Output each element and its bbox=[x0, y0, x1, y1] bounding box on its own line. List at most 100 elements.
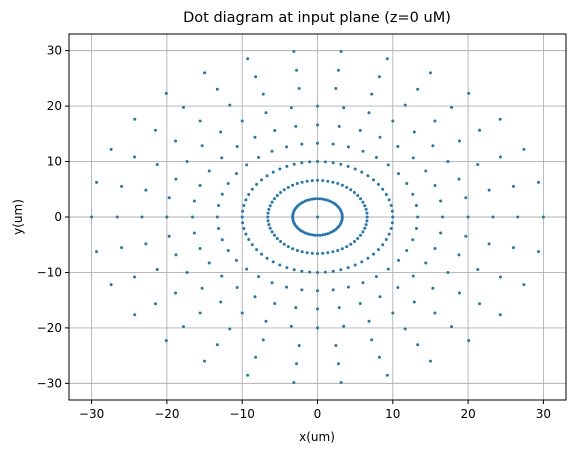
data-point bbox=[191, 215, 194, 219]
data-point bbox=[257, 155, 261, 159]
data-point bbox=[217, 203, 221, 207]
data-point bbox=[300, 142, 304, 146]
data-point bbox=[174, 291, 178, 295]
data-point bbox=[464, 196, 468, 200]
data-point bbox=[200, 144, 204, 148]
data-point bbox=[387, 232, 391, 236]
data-point bbox=[498, 155, 502, 159]
data-point bbox=[353, 263, 357, 267]
data-point bbox=[387, 198, 391, 202]
x-axis: −30 −20 −10 0 10 20 30 bbox=[79, 400, 551, 421]
y-tick-label: −20 bbox=[37, 321, 62, 335]
data-point bbox=[198, 184, 202, 188]
data-point bbox=[403, 327, 407, 331]
data-points bbox=[90, 50, 545, 384]
data-point bbox=[389, 227, 393, 231]
data-point bbox=[349, 242, 353, 246]
data-point bbox=[433, 246, 437, 250]
data-point bbox=[220, 274, 224, 278]
data-point bbox=[353, 167, 357, 171]
data-point bbox=[303, 231, 307, 235]
data-point bbox=[476, 268, 480, 272]
data-point bbox=[466, 215, 470, 219]
data-point bbox=[144, 188, 148, 192]
data-point bbox=[364, 223, 368, 227]
data-point bbox=[294, 124, 298, 128]
data-point bbox=[352, 239, 356, 243]
data-point bbox=[245, 163, 249, 167]
data-point bbox=[228, 103, 232, 107]
x-tick-label: −20 bbox=[154, 407, 179, 421]
data-point bbox=[366, 174, 370, 178]
data-point bbox=[109, 283, 113, 287]
data-point bbox=[331, 288, 335, 292]
data-point bbox=[295, 248, 299, 252]
data-point bbox=[457, 139, 461, 143]
data-point bbox=[115, 215, 119, 219]
data-point bbox=[361, 200, 365, 204]
data-point bbox=[491, 215, 495, 219]
data-point bbox=[367, 319, 371, 323]
data-point bbox=[339, 50, 343, 54]
data-point bbox=[266, 215, 270, 219]
data-point bbox=[316, 215, 319, 219]
data-point bbox=[364, 207, 368, 211]
data-point bbox=[291, 183, 295, 187]
y-tick-label: 0 bbox=[54, 210, 62, 224]
data-point bbox=[370, 338, 374, 342]
data-point bbox=[297, 344, 301, 347]
data-point bbox=[198, 246, 202, 250]
data-point bbox=[316, 326, 319, 330]
x-tick-label: −30 bbox=[79, 407, 104, 421]
data-point bbox=[522, 283, 526, 287]
data-point bbox=[133, 117, 137, 121]
data-point bbox=[133, 313, 137, 317]
data-point bbox=[203, 359, 207, 363]
data-point bbox=[361, 230, 365, 234]
data-point bbox=[192, 199, 196, 203]
data-point bbox=[215, 343, 219, 347]
data-point bbox=[250, 243, 254, 247]
data-point bbox=[336, 182, 340, 186]
data-point bbox=[300, 269, 304, 273]
data-point bbox=[446, 270, 450, 274]
data-point bbox=[374, 275, 378, 279]
data-point bbox=[446, 160, 450, 164]
data-point bbox=[310, 251, 314, 255]
data-point bbox=[185, 160, 189, 164]
data-point bbox=[321, 233, 325, 237]
data-point bbox=[457, 177, 461, 181]
data-point bbox=[424, 261, 428, 265]
data-point bbox=[292, 162, 296, 166]
data-point bbox=[271, 170, 275, 174]
data-point bbox=[414, 227, 418, 231]
y-tick-label: 10 bbox=[47, 155, 62, 169]
data-point bbox=[487, 188, 491, 192]
data-point bbox=[316, 141, 319, 145]
data-point bbox=[385, 57, 389, 61]
data-point bbox=[428, 359, 432, 363]
data-point bbox=[260, 252, 264, 256]
data-point bbox=[300, 161, 304, 165]
data-point bbox=[308, 232, 312, 236]
data-point bbox=[273, 302, 277, 305]
data-point bbox=[376, 182, 380, 186]
data-point bbox=[181, 105, 185, 109]
data-point bbox=[389, 203, 393, 207]
data-point bbox=[411, 156, 415, 160]
data-point bbox=[345, 245, 349, 249]
data-point bbox=[377, 355, 381, 359]
data-point bbox=[254, 75, 258, 79]
y-tick-label: −30 bbox=[37, 376, 62, 390]
data-point bbox=[374, 155, 378, 159]
data-point bbox=[450, 105, 454, 109]
data-point bbox=[164, 339, 168, 343]
data-point bbox=[295, 182, 299, 186]
data-point bbox=[414, 203, 418, 207]
data-point bbox=[316, 307, 319, 311]
data-point bbox=[174, 177, 178, 181]
data-point bbox=[411, 192, 415, 196]
data-point bbox=[240, 311, 244, 315]
data-point bbox=[257, 275, 261, 279]
data-point bbox=[271, 260, 275, 264]
